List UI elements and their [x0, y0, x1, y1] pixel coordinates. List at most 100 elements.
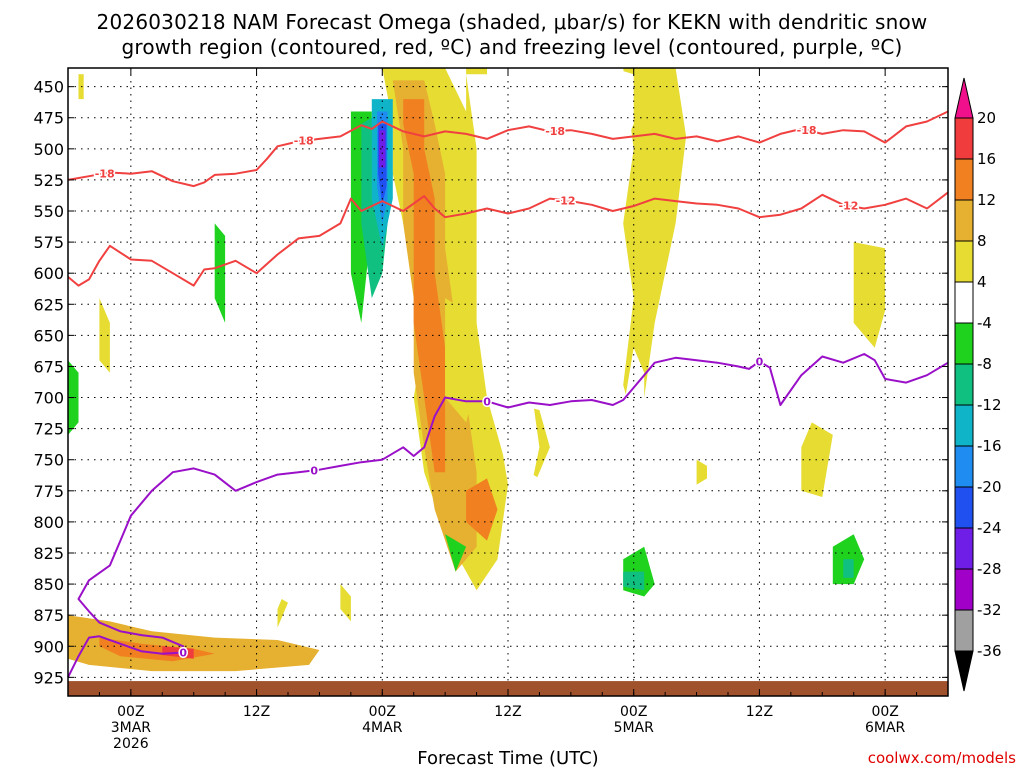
contour-label--18-0: -18 [95, 167, 115, 180]
omega-region-9 [445, 298, 477, 423]
contour-label--18-2: -18 [545, 125, 565, 138]
colorbar-label-4: 4 [977, 273, 987, 291]
colorbar-label--24: -24 [977, 519, 1002, 537]
omega-region-41 [445, 534, 467, 572]
omega-region-15 [696, 459, 707, 485]
omega-region-46 [623, 571, 645, 591]
x-tick-label-6-0: 00Z [117, 704, 144, 720]
y-tick-label-475: 475 [33, 109, 64, 128]
colorbar-label--12: -12 [977, 396, 1002, 414]
contour-line--18 [67, 110, 949, 188]
colorbar-bin--4-4 [954, 281, 974, 324]
omega-region-19 [277, 596, 288, 628]
omega-region-32 [612, 68, 634, 149]
y-tick-label-725: 725 [33, 420, 64, 439]
y-tick-label-925: 925 [33, 668, 64, 687]
colorbar-bin-12-16 [954, 158, 974, 201]
y-tick-label-900: 900 [33, 637, 64, 656]
omega-region-7 [403, 99, 446, 473]
y-tick-label-500: 500 [33, 140, 64, 159]
contour-line-0 [67, 353, 949, 678]
y-tick-label-650: 650 [33, 326, 64, 345]
credit-text: coolwx.com/models [868, 749, 1016, 767]
omega-region-16 [853, 242, 886, 348]
colorbar-bin-16-20 [954, 117, 974, 160]
omega-region-35 [738, 497, 886, 640]
x-tick-label-78-0: 00Z [871, 704, 898, 720]
y-tick-label-775: 775 [33, 482, 64, 501]
y-tick-label-550: 550 [33, 202, 64, 221]
omega-region-8 [466, 478, 498, 541]
x-tick-label-30-1: 4MAR [362, 720, 403, 736]
contour-label-0-0: 0 [179, 646, 187, 659]
colorbar-label-12: 12 [977, 191, 996, 209]
colorbar-label-20: 20 [977, 109, 996, 127]
omega-region-24 [319, 509, 341, 585]
contour-line--12 [67, 191, 949, 287]
omega-region-29 [508, 472, 592, 597]
colorbar-label--16: -16 [977, 437, 1002, 455]
colorbar-bin-8-12 [954, 199, 974, 242]
colorbar-bin--28--24 [954, 527, 974, 570]
colorbar-bin--20--16 [954, 445, 974, 488]
x-tick-label-30-0: 00Z [369, 704, 396, 720]
colorbar-bin--24--20 [954, 486, 974, 529]
omega-region-38 [309, 335, 320, 398]
x-tick-label-42-0: 12Z [494, 704, 521, 720]
y-tick-label-800: 800 [33, 513, 64, 532]
omega-region-21 [130, 354, 236, 578]
x-tick-label-54-1: 5MAR [614, 720, 655, 736]
omega-region-47 [843, 559, 854, 578]
colorbar-over-triangle [954, 77, 974, 119]
x-tick-label-18-0: 12Z [243, 704, 270, 720]
y-tick-label-600: 600 [33, 264, 64, 283]
omega-region-30 [560, 124, 571, 224]
contour-label--12-0: -12 [556, 194, 576, 207]
colorbar-bin-4-8 [954, 240, 974, 283]
contour-label--18-3: -18 [797, 124, 817, 137]
y-axis-ticks: 450 475 500 525 550 575 600 625 650 675 700 725 750 7… [33, 78, 948, 687]
x-tick-label-78-1: 6MAR [865, 720, 906, 736]
contour-layer: -18 -18 -18 -18 -12 -12 0 0 0 0 [67, 110, 949, 678]
y-tick-label-750: 750 [33, 451, 64, 470]
y-tick-label-450: 450 [33, 78, 64, 97]
colorbar-label--8: -8 [977, 355, 992, 373]
colorbar: 20 16 12 8 4 -4 -8 -12 -16 -20 -24 -28 -32 -36 [954, 77, 1002, 692]
y-tick-label-675: 675 [33, 357, 64, 376]
x-axis-title: Forecast Time (UTC) [417, 748, 598, 768]
x-tick-label-6-1: 3MAR [111, 720, 152, 736]
omega-region-37 [455, 584, 467, 609]
y-tick-label-875: 875 [33, 606, 64, 625]
omega-region-23 [235, 285, 288, 609]
y-tick-label-700: 700 [33, 389, 64, 408]
y-tick-label-525: 525 [33, 171, 64, 190]
omega-region-4 [99, 298, 110, 373]
chart-title-line-2: growth region (contoured, red, ºC) and f… [121, 35, 903, 59]
colorbar-label-16: 16 [977, 150, 996, 168]
omega-region-14 [801, 422, 833, 497]
colorbar-label--20: -20 [977, 478, 1002, 496]
contour-label--18-1: -18 [294, 135, 314, 148]
colorbar-bin--32--28 [954, 568, 974, 611]
omega-region-40 [214, 223, 226, 323]
omega-region-31 [591, 186, 613, 311]
y-tick-label-825: 825 [33, 544, 64, 563]
contour-label-0-3: 0 [756, 355, 764, 368]
colorbar-bin--36--32 [954, 609, 974, 652]
colorbar-label-8: 8 [977, 232, 987, 250]
colorbar-label--32: -32 [977, 601, 1002, 619]
omega-region-20 [68, 273, 100, 485]
colorbar-bin--8--4 [954, 322, 974, 365]
omega-region-28 [508, 148, 529, 299]
colorbar-label--28: -28 [977, 560, 1002, 578]
y-tick-label-625: 625 [33, 295, 64, 314]
contour-label--12-1: -12 [839, 200, 859, 213]
x-tick-label-6-2: 2026 [113, 736, 149, 752]
omega-shading-layer [68, 68, 948, 696]
omega-region-51 [379, 130, 386, 168]
colorbar-under-triangle [954, 650, 974, 692]
colorbar-label--36: -36 [977, 642, 1002, 660]
grid-lines [68, 68, 948, 696]
